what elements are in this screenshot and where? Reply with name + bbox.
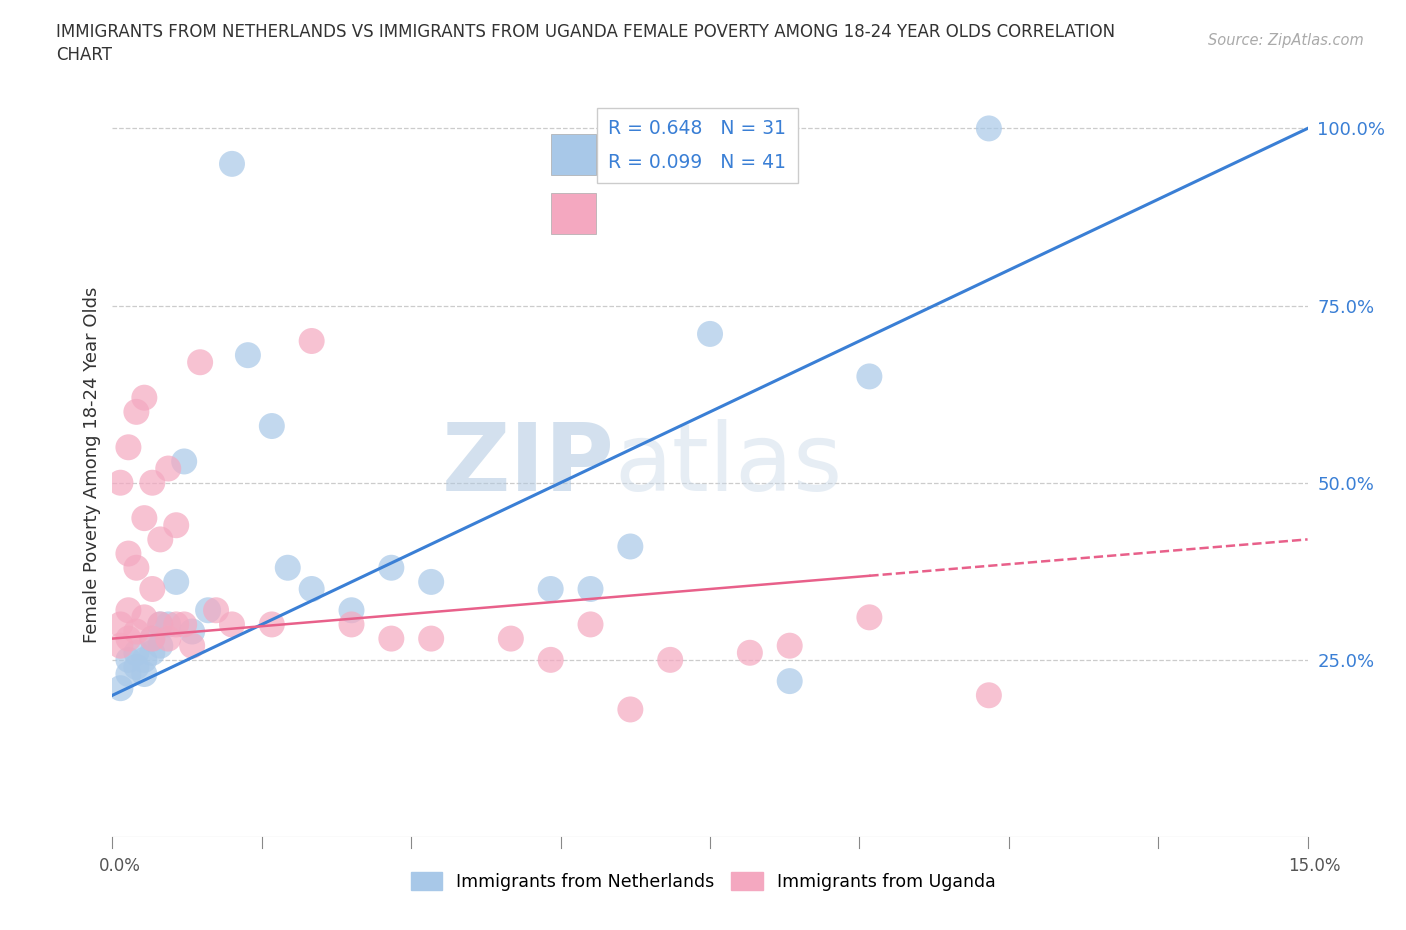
Point xyxy=(977,121,1000,136)
Point xyxy=(540,653,562,668)
Point xyxy=(699,326,721,341)
Point xyxy=(110,475,132,490)
Point xyxy=(540,581,562,596)
Point xyxy=(141,645,163,660)
Point xyxy=(157,617,180,631)
Point xyxy=(221,617,243,631)
Point xyxy=(380,631,402,646)
Point xyxy=(380,560,402,575)
Point xyxy=(125,560,148,575)
Point xyxy=(134,511,156,525)
Point xyxy=(125,659,148,674)
Point xyxy=(197,603,219,618)
Point xyxy=(181,624,204,639)
Point xyxy=(165,518,187,533)
Point xyxy=(738,645,761,660)
Point xyxy=(659,653,682,668)
Point xyxy=(301,581,323,596)
FancyBboxPatch shape xyxy=(551,193,596,234)
Text: atlas: atlas xyxy=(614,419,842,511)
Point xyxy=(141,631,163,646)
Point xyxy=(340,603,363,618)
Point xyxy=(165,575,187,590)
Point xyxy=(117,440,139,455)
Point xyxy=(157,631,180,646)
Point xyxy=(173,454,195,469)
Point xyxy=(141,581,163,596)
Point xyxy=(134,667,156,682)
Point xyxy=(858,610,880,625)
Point xyxy=(420,631,443,646)
Point xyxy=(110,617,132,631)
Point xyxy=(117,667,139,682)
Point xyxy=(779,673,801,688)
Text: CHART: CHART xyxy=(56,46,112,64)
Point xyxy=(134,653,156,668)
FancyBboxPatch shape xyxy=(551,134,596,175)
Point xyxy=(125,405,148,419)
Point xyxy=(141,631,163,646)
Point xyxy=(579,581,602,596)
Point xyxy=(125,624,148,639)
Point xyxy=(779,638,801,653)
Point xyxy=(579,617,602,631)
Point xyxy=(110,681,132,696)
Point xyxy=(188,355,211,370)
Legend: Immigrants from Netherlands, Immigrants from Uganda: Immigrants from Netherlands, Immigrants … xyxy=(404,866,1002,898)
Point xyxy=(340,617,363,631)
Point xyxy=(236,348,259,363)
Point xyxy=(149,617,172,631)
Text: 15.0%: 15.0% xyxy=(1288,857,1341,875)
Point xyxy=(134,610,156,625)
Point xyxy=(141,475,163,490)
Point xyxy=(221,156,243,171)
Point xyxy=(149,532,172,547)
Text: R = 0.648   N = 31
R = 0.099   N = 41: R = 0.648 N = 31 R = 0.099 N = 41 xyxy=(609,119,786,172)
Point xyxy=(260,617,283,631)
Point xyxy=(619,539,641,554)
Point xyxy=(277,560,299,575)
Text: ZIP: ZIP xyxy=(441,419,614,511)
Text: 0.0%: 0.0% xyxy=(98,857,141,875)
Y-axis label: Female Poverty Among 18-24 Year Olds: Female Poverty Among 18-24 Year Olds xyxy=(83,286,101,644)
Point xyxy=(260,418,283,433)
Point xyxy=(110,638,132,653)
Point xyxy=(149,617,172,631)
Point xyxy=(977,688,1000,703)
Point xyxy=(420,575,443,590)
Point xyxy=(125,645,148,660)
Point xyxy=(157,461,180,476)
Point xyxy=(117,653,139,668)
Text: IMMIGRANTS FROM NETHERLANDS VS IMMIGRANTS FROM UGANDA FEMALE POVERTY AMONG 18-24: IMMIGRANTS FROM NETHERLANDS VS IMMIGRANT… xyxy=(56,23,1115,41)
Point xyxy=(117,546,139,561)
Point xyxy=(134,391,156,405)
Point xyxy=(301,334,323,349)
Point xyxy=(858,369,880,384)
Point xyxy=(205,603,228,618)
Point xyxy=(149,638,172,653)
Point xyxy=(173,617,195,631)
Point xyxy=(117,603,139,618)
Point xyxy=(619,702,641,717)
Point xyxy=(117,631,139,646)
Point xyxy=(165,617,187,631)
Point xyxy=(181,638,204,653)
Point xyxy=(499,631,522,646)
Text: Source: ZipAtlas.com: Source: ZipAtlas.com xyxy=(1208,33,1364,47)
